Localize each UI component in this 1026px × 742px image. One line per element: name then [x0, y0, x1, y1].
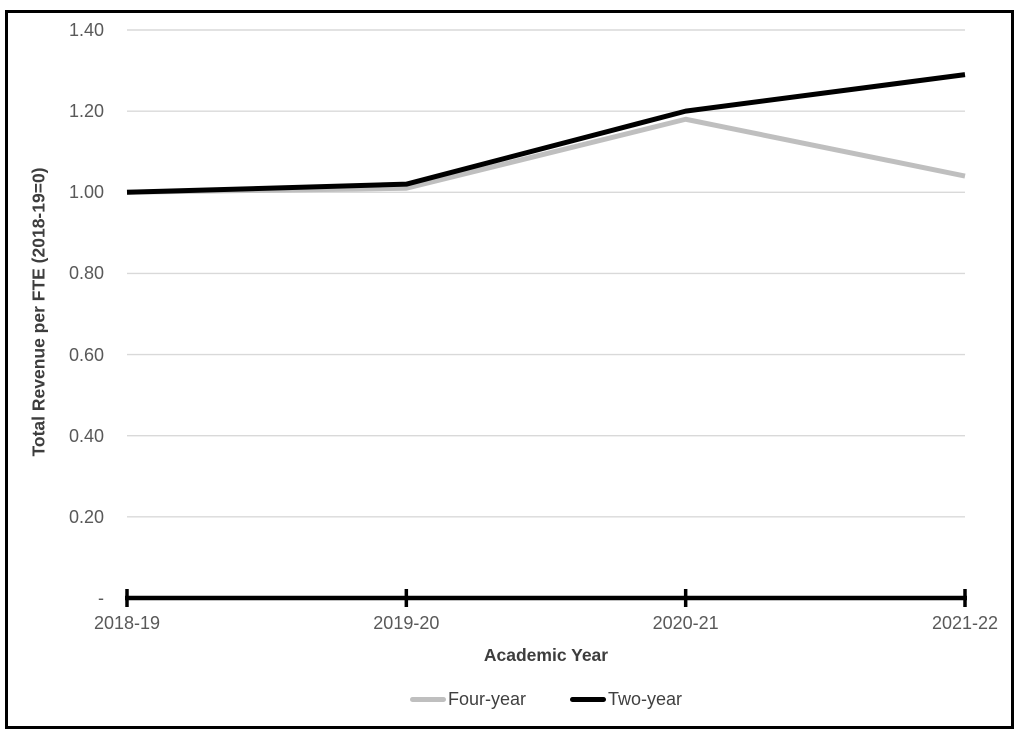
- legend-item-two-year: Two-year: [570, 688, 682, 710]
- two-year-line-swatch: [570, 696, 606, 702]
- two-year-series-line: [126, 72, 966, 195]
- y-tick-label: 0.80: [68, 263, 104, 284]
- y-tick-label: 0.40: [68, 425, 104, 446]
- y-tick-label: 0.60: [68, 344, 104, 365]
- y-tick-label: 1.40: [68, 20, 104, 40]
- x-axis-title: Academic Year: [483, 645, 609, 665]
- y-axis-title: Total Revenue per FTE (2018-19=0): [28, 167, 49, 457]
- x-tick-label: 2019-20: [373, 613, 440, 633]
- four-year-series-line: [126, 116, 966, 195]
- y-tick-label: 1.20: [68, 101, 104, 122]
- x-tick-label: 2020-21: [652, 613, 719, 633]
- legend-label-four-year: Four-year: [447, 689, 526, 709]
- four-year-line-swatch: [409, 696, 446, 702]
- legend-item-four-year: Four-year: [409, 688, 526, 710]
- y-tick-label: 0.20: [68, 506, 104, 527]
- y-tick-label: 1.00: [68, 182, 104, 203]
- y-tick-label: -: [98, 588, 104, 608]
- legend-label-two-year: Two-year: [608, 689, 683, 709]
- x-tick-label: 2021-22: [931, 613, 999, 633]
- x-tick-label: 2018-19: [93, 613, 161, 633]
- chart-legend: Four-year Two-year: [127, 688, 965, 710]
